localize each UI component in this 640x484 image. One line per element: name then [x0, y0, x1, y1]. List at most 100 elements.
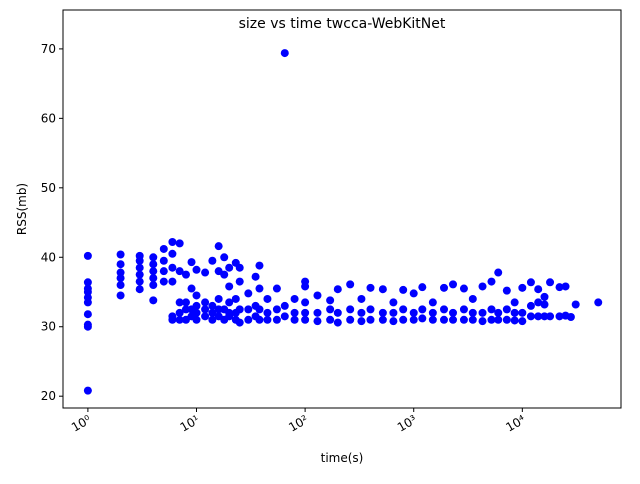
- point: [561, 282, 570, 291]
- point: [135, 270, 144, 279]
- point: [214, 294, 223, 303]
- point: [290, 294, 299, 303]
- point: [225, 263, 234, 272]
- point: [389, 308, 398, 317]
- point: [428, 308, 437, 317]
- y-tick-label: 50: [41, 181, 56, 195]
- point: [487, 315, 496, 324]
- point: [272, 315, 281, 324]
- point: [487, 305, 496, 314]
- point: [534, 298, 543, 307]
- point: [555, 312, 564, 321]
- point: [83, 251, 92, 260]
- point: [149, 260, 158, 269]
- x-tick-label: 10³: [395, 412, 420, 434]
- point: [546, 278, 555, 287]
- point: [428, 298, 437, 307]
- point: [181, 298, 190, 307]
- point: [201, 268, 210, 277]
- point: [255, 305, 264, 314]
- y-tick-label: 60: [41, 111, 56, 125]
- y-tick-label: 20: [41, 389, 56, 403]
- point: [175, 267, 184, 276]
- point: [159, 244, 168, 253]
- point: [566, 313, 575, 322]
- point: [333, 308, 342, 317]
- point: [494, 315, 503, 324]
- point: [225, 308, 234, 317]
- point: [187, 258, 196, 267]
- point: [494, 268, 503, 277]
- x-axis-label: time(s): [321, 451, 364, 465]
- point: [478, 317, 487, 326]
- point: [272, 305, 281, 314]
- point: [540, 292, 549, 301]
- point: [175, 298, 184, 307]
- point: [409, 289, 418, 298]
- point: [494, 308, 503, 317]
- point: [487, 277, 496, 286]
- point: [502, 286, 511, 295]
- point: [418, 305, 427, 314]
- point: [510, 308, 519, 317]
- point: [526, 301, 535, 310]
- point: [208, 315, 217, 324]
- point: [366, 315, 375, 324]
- point: [225, 298, 234, 307]
- point: [459, 315, 468, 324]
- point: [175, 308, 184, 317]
- point: [187, 284, 196, 293]
- y-axis-label: RSS(mb): [15, 183, 29, 235]
- point: [168, 237, 177, 246]
- point: [428, 315, 437, 324]
- point: [399, 285, 408, 294]
- point: [357, 317, 366, 326]
- point: [540, 312, 549, 321]
- x-tick-label: 10¹: [178, 412, 203, 434]
- point: [255, 315, 264, 324]
- point: [478, 282, 487, 291]
- point: [272, 284, 281, 293]
- chart-title: size vs time twcca-WebKitNet: [239, 16, 446, 32]
- point: [116, 260, 125, 269]
- point: [208, 308, 217, 317]
- point: [468, 294, 477, 303]
- point: [175, 239, 184, 248]
- point: [255, 261, 264, 270]
- point: [313, 291, 322, 300]
- point: [135, 263, 144, 272]
- point: [192, 291, 201, 300]
- point: [290, 315, 299, 324]
- point: [540, 300, 549, 309]
- point: [83, 386, 92, 395]
- point: [366, 283, 375, 292]
- point: [149, 267, 158, 276]
- point: [255, 284, 264, 293]
- point: [378, 285, 387, 294]
- point: [175, 315, 184, 324]
- point: [510, 316, 519, 325]
- point: [201, 305, 210, 314]
- point: [409, 308, 418, 317]
- point: [301, 315, 310, 324]
- point: [399, 305, 408, 314]
- point: [468, 315, 477, 324]
- y-tick-label: 70: [41, 42, 56, 56]
- point: [478, 308, 487, 317]
- point: [135, 285, 144, 294]
- point: [534, 312, 543, 321]
- point: [235, 318, 244, 327]
- point: [280, 49, 289, 58]
- point: [502, 315, 511, 324]
- point: [526, 312, 535, 321]
- point: [135, 277, 144, 286]
- point: [346, 280, 355, 289]
- x-tick-label: 10²: [286, 412, 311, 434]
- point: [439, 283, 448, 292]
- point: [418, 314, 427, 323]
- point: [290, 308, 299, 317]
- point: [159, 267, 168, 276]
- point: [244, 315, 253, 324]
- point: [149, 296, 158, 305]
- point: [192, 315, 201, 324]
